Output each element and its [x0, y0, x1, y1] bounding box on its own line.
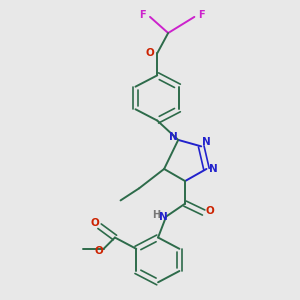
Text: N: N [158, 212, 167, 222]
Text: F: F [198, 10, 205, 20]
Text: H: H [152, 209, 160, 220]
Text: O: O [146, 48, 154, 58]
Text: N: N [169, 132, 177, 142]
Text: F: F [140, 10, 146, 20]
Text: O: O [90, 218, 99, 228]
Text: O: O [206, 206, 214, 216]
Text: O: O [94, 246, 103, 256]
Text: N: N [209, 164, 218, 174]
Text: N: N [202, 137, 211, 147]
